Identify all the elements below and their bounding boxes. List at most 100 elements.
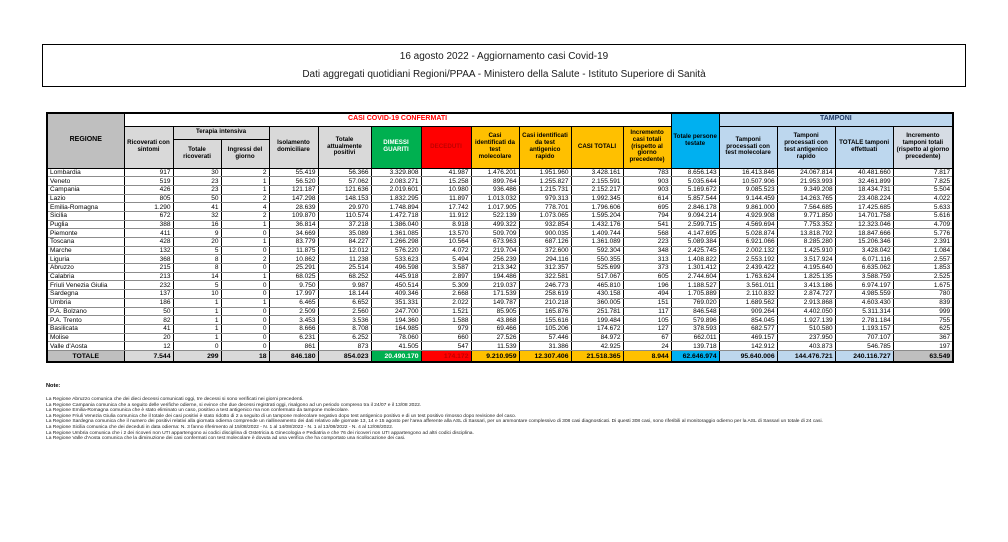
cell-totale-persone-testate: 5.035.644 <box>670 176 720 186</box>
cell-totale-tamponi-effettuati: 1.193.157 <box>834 323 894 334</box>
cell-tamponi-test-molecolare: 9.861.000 <box>718 202 778 212</box>
cell-isolamento-domiciliare: 10.862 <box>268 254 319 265</box>
table-row: Toscana 428 20 1 83.779 84.227 1.266.298 10.564… <box>46 237 954 247</box>
cell-totale-tamponi-effettuati: 4.985.559 <box>834 289 894 299</box>
cell-deceduti: 979 <box>420 323 472 334</box>
cell-totale-persone-testate: 2.846.178 <box>670 202 720 212</box>
cell-casi-test-antigenico: 258.619 <box>518 289 572 299</box>
cell-terapia-ingressi-giorno: 0 <box>220 289 270 299</box>
total-ricoverati-con-sintomi: 7.544 <box>123 349 174 364</box>
note-item: La Regione Sardegna comunica che il nume… <box>46 419 823 425</box>
region-name: Lombardia <box>46 167 125 178</box>
cell-dimessi-guariti: 409.346 <box>370 289 422 299</box>
cell-isolamento-domiciliare: 83.779 <box>268 237 319 247</box>
cell-isolamento-domiciliare: 68.025 <box>268 271 319 282</box>
table-body: Lombardia 917 30 2 55.419 56.366 3.329.808 41.9… <box>46 167 954 364</box>
cell-casi-test-antigenico: 1.073.065 <box>518 210 572 221</box>
cell-casi-totali: 84.972 <box>570 332 624 343</box>
cell-incremento-tamponi-totali: 197 <box>892 341 954 351</box>
cell-ricoverati-con-sintomi: 215 <box>123 263 174 273</box>
cell-deceduti: 547 <box>420 341 472 351</box>
cell-totale-attualmente-positivi: 56.366 <box>317 167 372 178</box>
cell-isolamento-domiciliare: 36.814 <box>268 219 319 230</box>
cell-dimessi-guariti: 351.331 <box>370 297 422 308</box>
cell-tamponi-test-antigenico: 24.067.814 <box>776 167 836 178</box>
cell-ricoverati-con-sintomi: 388 <box>123 219 174 230</box>
header-casi-totali: CASI TOTALI <box>570 125 624 169</box>
cell-dimessi-guariti: 2.083.271 <box>370 176 422 186</box>
cell-ricoverati-con-sintomi: 213 <box>123 271 174 282</box>
cell-dimessi-guariti: 445.918 <box>370 271 422 282</box>
total-incremento-casi-totali: 8.944 <box>622 349 672 364</box>
cell-deceduti: 5.309 <box>420 280 472 291</box>
cell-tamponi-test-antigenico: 510.580 <box>776 323 836 334</box>
region-name: Lazio <box>46 193 125 204</box>
cell-terapia-ingressi-giorno: 4 <box>220 202 270 212</box>
cell-totale-attualmente-positivi: 18.144 <box>317 289 372 299</box>
cell-casi-test-molecolare: 1.013.032 <box>470 193 520 204</box>
cell-totale-tamponi-effettuati: 18.847.666 <box>834 228 894 238</box>
cell-isolamento-domiciliare: 25.291 <box>268 263 319 273</box>
cell-terapia-totale-ricoverati: 20 <box>172 237 222 247</box>
cell-terapia-totale-ricoverati: 1 <box>172 332 222 343</box>
cell-dimessi-guariti: 78.060 <box>370 332 422 343</box>
header-deceduti: DECEDUTI <box>420 125 472 169</box>
total-casi-totali: 21.518.365 <box>570 349 624 364</box>
cell-casi-test-antigenico: 31.386 <box>518 341 572 351</box>
cell-casi-totali: 251.781 <box>570 306 624 317</box>
cell-casi-test-molecolare: 11.539 <box>470 341 520 351</box>
cell-deceduti: 11.897 <box>420 193 472 204</box>
cell-isolamento-domiciliare: 6.465 <box>268 297 319 308</box>
region-name: Veneto <box>46 176 125 186</box>
cell-tamponi-test-molecolare: 9.085.523 <box>718 184 778 195</box>
total-label: TOTALE <box>46 349 125 364</box>
cell-tamponi-test-molecolare: 3.561.011 <box>718 280 778 291</box>
cell-casi-totali: 465.810 <box>570 280 624 291</box>
cell-totale-tamponi-effettuati: 6.635.062 <box>834 263 894 273</box>
cell-tamponi-test-molecolare: 4.929.908 <box>718 210 778 221</box>
cell-tamponi-test-antigenico: 7.564.685 <box>776 202 836 212</box>
cell-casi-test-antigenico: 294.116 <box>518 254 572 265</box>
table-row: Abruzzo 215 8 0 25.291 25.514 496.598 3.587 213.… <box>46 263 954 273</box>
cell-deceduti: 5.494 <box>420 254 472 265</box>
cell-incremento-tamponi-totali: 780 <box>892 289 954 299</box>
table-row: Lombardia 917 30 2 55.419 56.366 3.329.808 41.9… <box>46 167 954 178</box>
cell-totale-persone-testate: 8.656.143 <box>670 167 720 178</box>
cell-casi-test-antigenico: 1.255.827 <box>518 176 572 186</box>
cell-terapia-ingressi-giorno: 2 <box>220 167 270 178</box>
region-name: Umbria <box>46 297 125 308</box>
cell-terapia-totale-ricoverati: 23 <box>172 184 222 195</box>
note-item: La Regione Emilia-Romagna comunica che è… <box>46 408 350 414</box>
cell-casi-test-antigenico: 900.035 <box>518 228 572 238</box>
cell-dimessi-guariti: 1.472.718 <box>370 210 422 221</box>
cell-terapia-totale-ricoverati: 1 <box>172 315 222 325</box>
cell-ricoverati-con-sintomi: 132 <box>123 245 174 256</box>
cell-totale-persone-testate: 2.599.715 <box>670 219 720 230</box>
cell-tamponi-test-molecolare: 2.110.832 <box>718 289 778 299</box>
region-name: Molise <box>46 332 125 343</box>
region-name: Sardegna <box>46 289 125 299</box>
cell-tamponi-test-antigenico: 4.195.640 <box>776 263 836 273</box>
cell-totale-attualmente-positivi: 3.536 <box>317 315 372 325</box>
cell-ricoverati-con-sintomi: 426 <box>123 184 174 195</box>
cell-casi-test-molecolare: 219.704 <box>470 245 520 256</box>
cell-terapia-totale-ricoverati: 14 <box>172 271 222 282</box>
cell-casi-totali: 1.796.606 <box>570 202 624 212</box>
note-item: La Regione Sicilia comunica che dei dece… <box>46 424 394 430</box>
cell-casi-totali: 360.005 <box>570 297 624 308</box>
cell-terapia-totale-ricoverati: 10 <box>172 289 222 299</box>
cell-tamponi-test-molecolare: 682.577 <box>718 323 778 334</box>
cell-totale-tamponi-effettuati: 3.428.042 <box>834 245 894 256</box>
cell-casi-test-antigenico: 1.215.731 <box>518 184 572 195</box>
cell-tamponi-test-antigenico: 1.927.139 <box>776 315 836 325</box>
cell-casi-totali: 430.158 <box>570 289 624 299</box>
cell-incremento-tamponi-totali: 1.084 <box>892 245 954 256</box>
total-casi-test-molecolare: 9.210.959 <box>470 349 520 364</box>
title-box: 16 agosto 2022 - Aggiornamento casi Covi… <box>42 44 966 87</box>
header-tamponi-test-antigenico: Tamponi processati con test antigenico r… <box>776 125 836 169</box>
cell-casi-test-antigenico: 372.600 <box>518 245 572 256</box>
cell-isolamento-domiciliare: 3.453 <box>268 315 319 325</box>
cell-totale-tamponi-effettuati: 17.425.685 <box>834 202 894 212</box>
table-row: Puglia 388 16 1 36.814 37.218 1.386.040 8.918 49… <box>46 219 954 230</box>
cell-terapia-ingressi-giorno: 1 <box>220 271 270 282</box>
